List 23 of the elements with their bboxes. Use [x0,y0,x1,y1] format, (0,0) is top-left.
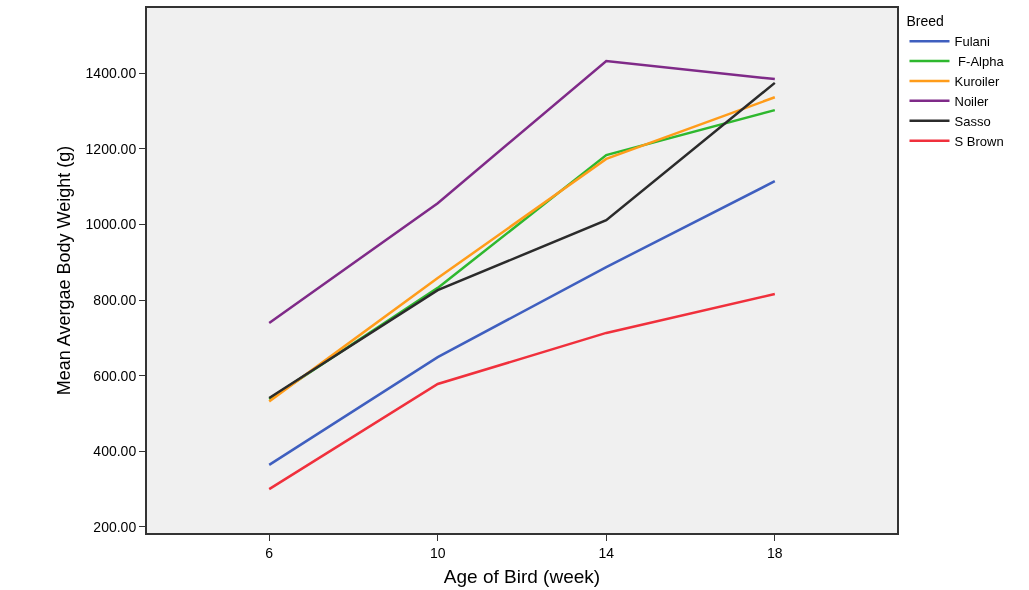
legend-label: Noiler [954,93,990,109]
legend-label: S Brown [954,133,1004,149]
x-tick-label: 18 [767,544,783,561]
x-axis-title: Age of Bird (week) [443,566,601,588]
x-tick-label: 10 [429,544,446,561]
y-axis-title: Mean Avergae Body Weight (g) [54,145,75,396]
y-tick-label: 1000.00 [85,216,137,233]
y-tick-label: 200.00 [93,518,137,535]
y-tick-label: 1400.00 [85,64,137,81]
line-series [267,292,777,491]
legend-label: Fulani [954,34,991,50]
legend-label: Kuroiler [954,74,1000,90]
line-series [267,59,777,325]
x-tick-label: 6 [265,544,274,561]
y-tick-label: 400.00 [93,443,137,460]
legend-title: Breed [906,13,944,30]
x-tick-label: 14 [598,544,615,561]
legend-label: F-Alpha [954,54,1005,70]
line-series [267,179,777,467]
legend-label: Sasso [954,113,991,129]
y-tick-label: 1200.00 [85,140,137,157]
y-tick-label: 600.00 [93,367,137,384]
y-tick-label: 800.00 [93,291,137,308]
